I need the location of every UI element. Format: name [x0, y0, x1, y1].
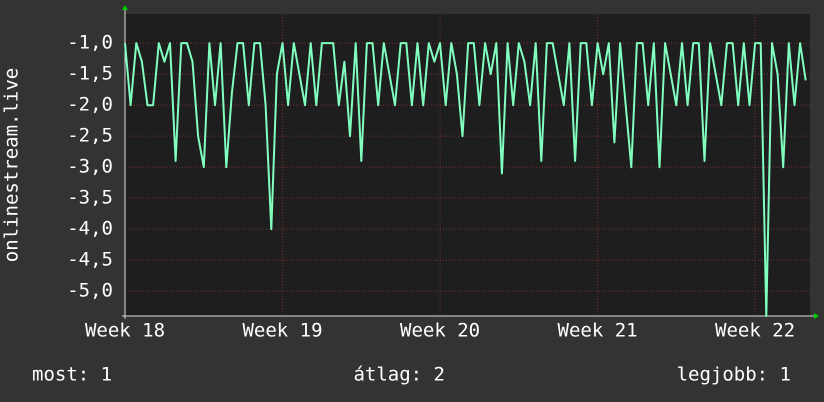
- y-tick-label: -4,5: [67, 249, 113, 271]
- x-tick-label: Week 19: [242, 320, 322, 342]
- y-tick-label: -1,5: [67, 63, 113, 85]
- axis-arrow: [814, 313, 819, 319]
- y-tick-label: -1,0: [67, 32, 113, 54]
- y-tick-label: -3,0: [67, 156, 113, 178]
- data-line: [124, 42, 807, 317]
- y-tick-label: -5,0: [67, 280, 113, 302]
- x-tick-label: Week 20: [400, 320, 480, 342]
- x-tick-label: Week 22: [715, 320, 795, 342]
- axis-arrow: [122, 5, 128, 10]
- y-tick-label: -2,0: [67, 94, 113, 116]
- x-tick-label: Week 21: [558, 320, 638, 342]
- y-tick-label: -2,5: [67, 125, 113, 147]
- footer-best: legjobb: 1: [677, 364, 791, 386]
- footer-average: átlag: 2: [353, 364, 445, 386]
- x-tick-label: Week 18: [85, 320, 165, 342]
- y-axis-label: onlinestream.live: [1, 68, 23, 262]
- footer-now: most: 1: [32, 364, 112, 386]
- y-tick-label: -3,5: [67, 187, 113, 209]
- y-tick-label: -4,0: [67, 218, 113, 240]
